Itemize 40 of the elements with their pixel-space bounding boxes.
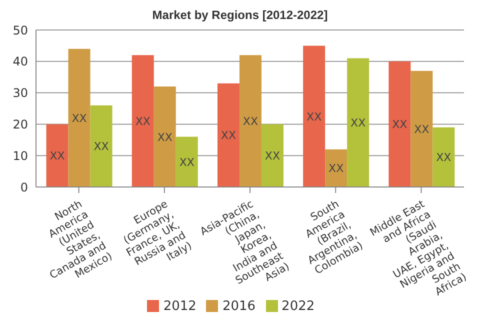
bar [261,124,284,187]
data-label: XX [392,118,408,132]
data-label: XX [135,115,151,128]
data-label: XX [264,150,280,163]
data-label: XX [350,116,366,130]
data-label: XX [157,130,173,144]
bar [347,58,370,187]
bar [239,55,262,187]
data-label: XX [242,115,258,128]
y-tick-label: 50 [12,23,28,38]
data-label: XX [179,156,195,169]
bar [90,105,112,187]
bar [176,136,198,187]
y-tick-label: 10 [12,148,28,163]
data-label: XX [328,162,344,176]
bar [46,124,68,187]
data-label: XX [50,150,66,163]
bar [432,127,455,187]
bar [410,70,433,187]
data-label: XX [414,122,430,136]
bar [303,46,326,187]
chart-title: Market by Regions [2012-2022] [151,8,329,24]
bar [217,83,240,187]
bar [388,61,411,187]
legend-label: 2016 [222,299,256,314]
data-label: XX [220,129,236,142]
y-tick-label: 30 [12,86,28,100]
data-label: XX [72,112,88,125]
bar [325,149,348,187]
legend-label: 2012 [163,299,196,314]
y-tick-label: 40 [12,54,28,69]
bar [68,48,90,187]
data-label: XX [306,110,322,124]
data-label: XX [94,140,110,154]
y-tick-label: 20 [12,117,28,132]
bar [154,86,176,187]
y-tick-label: 0 [20,180,28,194]
data-label: XX [436,151,452,164]
bar [132,55,154,187]
legend-label: 2022 [282,299,315,314]
